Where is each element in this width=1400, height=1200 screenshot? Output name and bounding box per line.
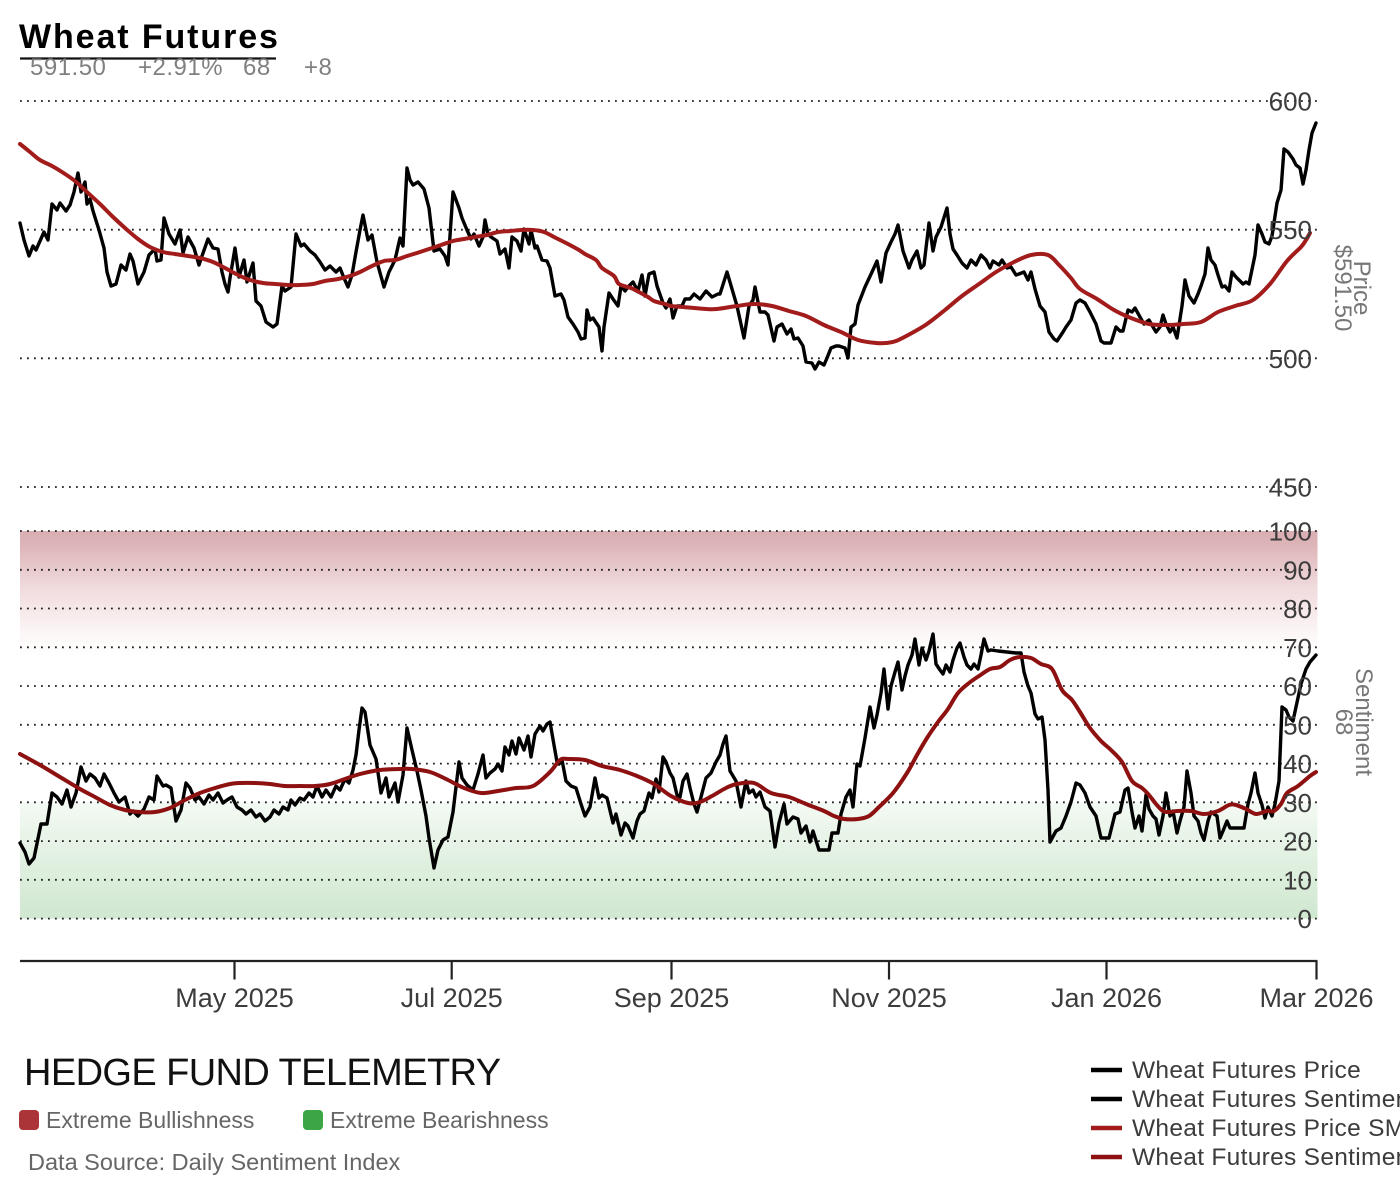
- svg-text:600: 600: [1269, 87, 1312, 117]
- svg-text:Wheat Futures Price: Wheat Futures Price: [1132, 1057, 1361, 1084]
- svg-text:+2.91%: +2.91%: [138, 54, 223, 81]
- svg-text:May 2025: May 2025: [175, 983, 294, 1013]
- svg-text:Wheat Futures Sentiment: Wheat Futures Sentiment: [1132, 1086, 1400, 1113]
- svg-text:Extreme Bullishness: Extreme Bullishness: [46, 1107, 254, 1133]
- svg-text:70: 70: [1283, 633, 1312, 663]
- svg-text:591.50: 591.50: [30, 54, 106, 81]
- svg-text:100: 100: [1269, 517, 1312, 547]
- svg-text:500: 500: [1269, 344, 1312, 374]
- svg-text:Wheat Futures: Wheat Futures: [19, 18, 280, 56]
- svg-text:Extreme Bearishness: Extreme Bearishness: [330, 1107, 549, 1133]
- svg-text:20: 20: [1283, 827, 1312, 857]
- svg-text:Sentiment: Sentiment: [1350, 668, 1377, 776]
- svg-text:Nov 2025: Nov 2025: [831, 983, 947, 1013]
- svg-text:40: 40: [1283, 749, 1312, 779]
- svg-text:90: 90: [1283, 555, 1312, 585]
- svg-text:550: 550: [1269, 215, 1312, 245]
- svg-text:30: 30: [1283, 788, 1312, 818]
- svg-text:Jan 2026: Jan 2026: [1051, 983, 1162, 1013]
- svg-text:Sep 2025: Sep 2025: [614, 983, 730, 1013]
- svg-text:50: 50: [1283, 710, 1312, 740]
- svg-text:0: 0: [1298, 904, 1312, 934]
- svg-text:+8: +8: [304, 54, 332, 81]
- svg-text:68: 68: [243, 54, 271, 81]
- svg-text:10: 10: [1283, 865, 1312, 895]
- svg-text:Jul 2025: Jul 2025: [401, 983, 503, 1013]
- svg-text:Mar 2026: Mar 2026: [1259, 983, 1373, 1013]
- svg-text:68: 68: [1330, 709, 1357, 736]
- svg-text:$591.50: $591.50: [1329, 245, 1356, 332]
- svg-text:HEDGE FUND TELEMETRY: HEDGE FUND TELEMETRY: [24, 1052, 501, 1094]
- svg-text:Price: Price: [1348, 261, 1375, 316]
- svg-text:Wheat Futures Price SMA: Wheat Futures Price SMA: [1132, 1115, 1400, 1142]
- svg-text:450: 450: [1269, 473, 1312, 503]
- svg-text:80: 80: [1283, 594, 1312, 624]
- svg-text:Data Source: Daily Sentiment I: Data Source: Daily Sentiment Index: [28, 1149, 401, 1175]
- svg-text:60: 60: [1283, 672, 1312, 702]
- svg-text:Wheat Futures Sentiment SMA: Wheat Futures Sentiment SMA: [1132, 1144, 1400, 1171]
